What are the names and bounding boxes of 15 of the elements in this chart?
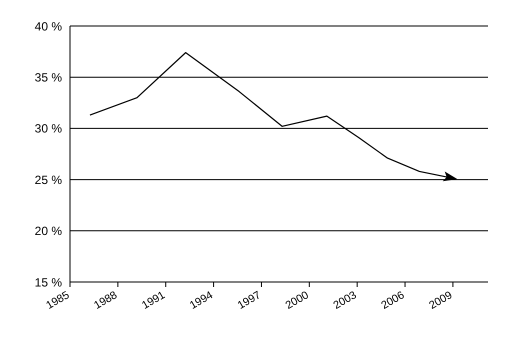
y-tick-label: 35 %: [34, 70, 62, 84]
y-tick-label: 15 %: [34, 275, 62, 290]
x-tick-label: 1988: [92, 289, 120, 312]
y-tick-label: 25 %: [34, 172, 62, 187]
x-tick-label: 1997: [236, 289, 263, 312]
x-tick-label: 2000: [284, 289, 311, 312]
x-tick-label: 1994: [188, 289, 216, 312]
x-tick-label: 1991: [140, 289, 168, 312]
x-tick-label: 1985: [44, 289, 72, 312]
x-tick-label: 2003: [331, 289, 359, 312]
y-tick-label: 30 %: [34, 122, 62, 136]
x-tick-label: 2009: [427, 289, 454, 312]
y-tick-label: 40 %: [34, 19, 62, 34]
y-tick-label: 20 %: [34, 224, 62, 238]
x-tick-label: 2006: [379, 289, 407, 312]
